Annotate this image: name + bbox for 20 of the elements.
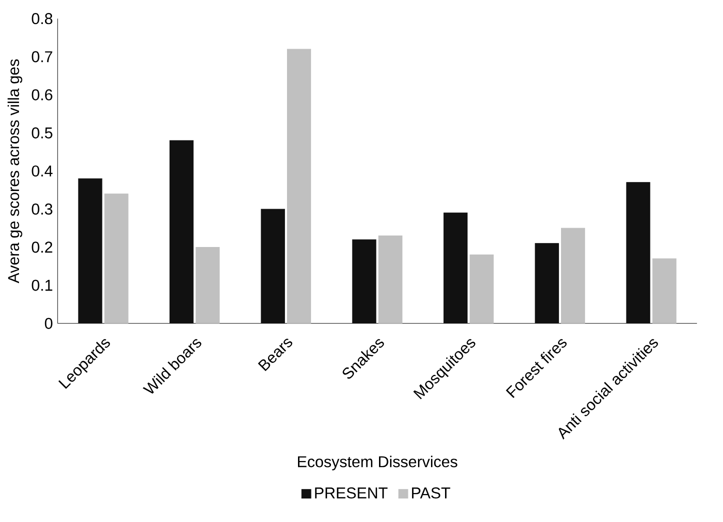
bar [104, 193, 128, 324]
bar [196, 246, 220, 324]
y-tick-label: 0.1 [32, 280, 52, 291]
y-tick-label: 0.7 [32, 51, 52, 62]
x-axis-title: Ecosystem Disservices [298, 456, 458, 470]
y-tick-label: 0.6 [32, 89, 52, 100]
y-tick-label: 0 [44, 318, 52, 329]
bar [652, 258, 676, 324]
y-tick-label: 0.2 [32, 242, 52, 253]
legend-label: PAST [412, 487, 450, 498]
y-tick-label: 0.5 [32, 127, 52, 138]
y-tick-label: 0.8 [32, 12, 52, 24]
bar [378, 235, 402, 324]
y-axis-title: Avera ge scores across villa ges [8, 59, 22, 284]
bar [287, 48, 312, 324]
bar [470, 254, 494, 324]
bar [561, 228, 586, 324]
legend-label: PRESENT [315, 487, 388, 498]
y-tick-label: 0.4 [32, 165, 53, 176]
y-tick-label: 0.3 [32, 203, 52, 215]
